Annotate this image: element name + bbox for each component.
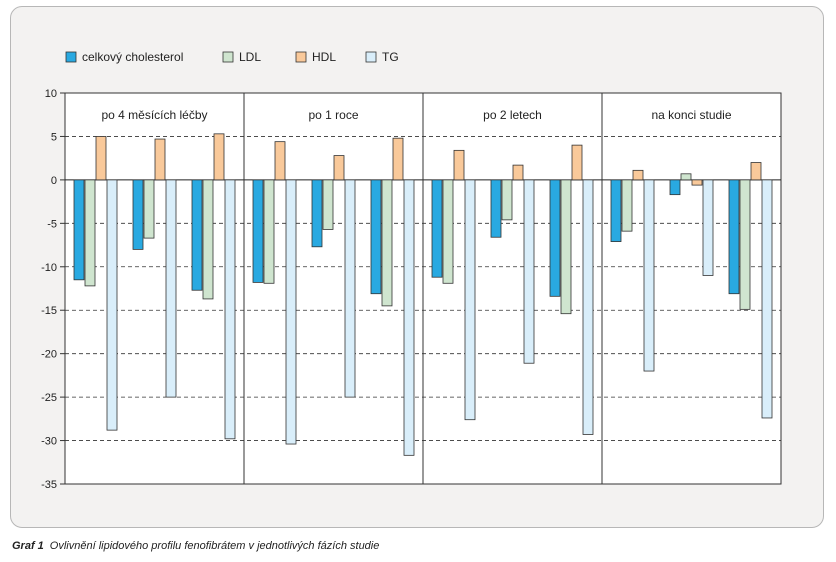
bar-tg [403, 179, 415, 456]
y-tick-label: -30 [41, 436, 57, 448]
bar-tg [643, 179, 655, 372]
bar-ldl [263, 179, 275, 284]
bar-ldl [560, 179, 572, 315]
group-label: na konci studie [651, 108, 731, 122]
y-tick-label: -15 [41, 305, 57, 317]
y-tick-label: 5 [51, 131, 57, 143]
group-label: po 4 měsících léčby [101, 108, 207, 122]
y-tick-label: 10 [45, 88, 57, 100]
bar-tg [285, 179, 297, 445]
bar-celkovy-cholesterol [370, 179, 382, 295]
bar-ldl [621, 179, 633, 232]
legend-swatch-ldl [222, 51, 234, 63]
bar-ldl [143, 179, 155, 239]
y-tick-label: -25 [41, 392, 57, 404]
legend-label-hdl: HDL [312, 50, 336, 64]
y-tick-label: 0 [51, 175, 57, 187]
caption-text: Ovlivnění lipidového profilu fenofibráte… [49, 540, 380, 552]
bar-celkovy-cholesterol [252, 179, 264, 283]
figure-caption: Graf 1 Ovlivnění lipidového profilu fenof… [12, 540, 379, 552]
bar-celkovy-cholesterol [132, 179, 144, 250]
bar-celkovy-cholesterol [610, 179, 622, 242]
bar-celkovy-cholesterol [549, 179, 561, 297]
bar-hdl [154, 138, 166, 181]
bar-hdl [691, 179, 703, 186]
bar-hdl [571, 144, 583, 181]
bar-ldl [322, 179, 334, 230]
bar-celkovy-cholesterol [669, 179, 681, 196]
y-tick-label: -5 [47, 218, 57, 230]
group-label: po 2 letech [483, 108, 542, 122]
bar-ldl [381, 179, 393, 307]
bar-hdl [95, 136, 107, 181]
y-tick-label: -35 [41, 479, 57, 491]
legend-label-ldl: LDL [239, 50, 261, 64]
bar-hdl [392, 137, 404, 181]
chart: 10 5 0 -5 -10 -15 -20 -25 -30 -35 po 4 měsících lé… [41, 50, 782, 491]
bar-tg [106, 179, 118, 431]
bar-ldl [442, 179, 454, 284]
bar-hdl [512, 164, 524, 181]
bar-celkovy-cholesterol [73, 179, 85, 281]
legend-label-tg: TG [382, 50, 399, 64]
bar-tg [761, 179, 773, 419]
bar-hdl [274, 141, 286, 181]
bar-ldl [680, 173, 692, 181]
legend-swatch-tg [365, 51, 377, 63]
bar-hdl [453, 149, 465, 181]
bar-ldl [202, 179, 214, 300]
bar-ldl [501, 179, 513, 221]
y-tick-label: -10 [41, 262, 57, 274]
bar-celkovy-cholesterol [728, 179, 740, 295]
bar-celkovy-cholesterol [490, 179, 502, 238]
y-tick-label: -20 [41, 349, 57, 361]
bar-hdl [333, 155, 345, 181]
bar-ldl [739, 179, 751, 310]
bar-tg [464, 179, 476, 421]
bar-celkovy-cholesterol [191, 179, 203, 291]
legend-swatch-hdl [295, 51, 307, 63]
legend-swatch-celkovy-cholesterol [65, 51, 77, 63]
legend-label-celkovy-cholesterol: celkový cholesterol [82, 50, 183, 64]
bar-tg [523, 179, 535, 364]
bar-tg [165, 179, 177, 398]
caption-lead: Graf 1 [12, 540, 44, 552]
bar-hdl [750, 162, 762, 181]
bar-tg [582, 179, 594, 435]
group-label: po 1 roce [308, 108, 358, 122]
bar-celkovy-cholesterol [431, 179, 443, 278]
bar-tg [224, 179, 236, 440]
bar-hdl [632, 169, 644, 181]
bar-hdl [213, 133, 225, 181]
bar-ldl [84, 179, 96, 287]
bar-celkovy-cholesterol [311, 179, 323, 248]
bar-tg [344, 179, 356, 398]
bar-tg [702, 179, 714, 276]
